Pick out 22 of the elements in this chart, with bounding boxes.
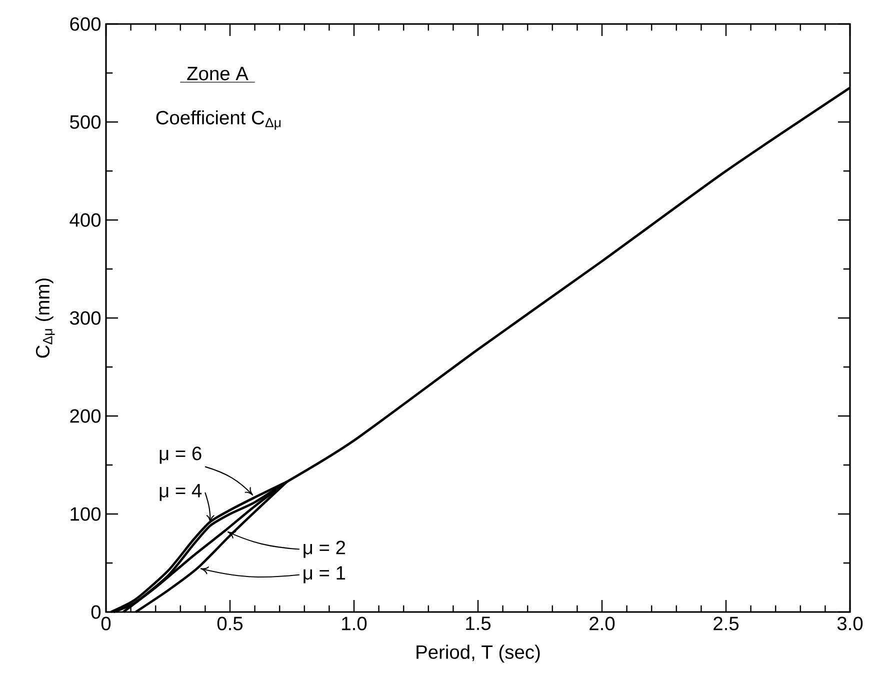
- y-tick-label: 500: [70, 115, 101, 129]
- y-tick-label: 600: [70, 17, 101, 31]
- x-axis-title: Period, T (sec): [416, 644, 540, 663]
- x-tick-label: 2.0: [590, 616, 615, 630]
- x-tick-label: 0: [101, 616, 111, 630]
- y-axis-title: C$_{Δμ}$ (mm): [35, 278, 55, 358]
- series-label: μ = 4: [160, 484, 202, 501]
- legend-label: μ = 2: [304, 540, 346, 558]
- y-tick-label: 200: [70, 409, 101, 423]
- text: μ = 6: [160, 446, 202, 464]
- x-tick-label: 1.0: [342, 616, 367, 630]
- x-tick-label: 2.5: [714, 616, 739, 630]
- y-tick-label: 100: [70, 507, 101, 521]
- x-tick-label: 1.5: [466, 616, 491, 630]
- y-tick-label: 0: [91, 605, 101, 619]
- y-tick-label: 300: [70, 311, 101, 325]
- text: μ = 1: [304, 566, 346, 584]
- y-tick-label: 400: [70, 213, 101, 227]
- annotation: Coefficient C$_{Δμ}$: [156, 110, 281, 130]
- x-tick-label: 0.5: [217, 616, 243, 630]
- x-tick-label: 3.0: [837, 616, 863, 630]
- annotation: Zone A: [187, 66, 248, 80]
